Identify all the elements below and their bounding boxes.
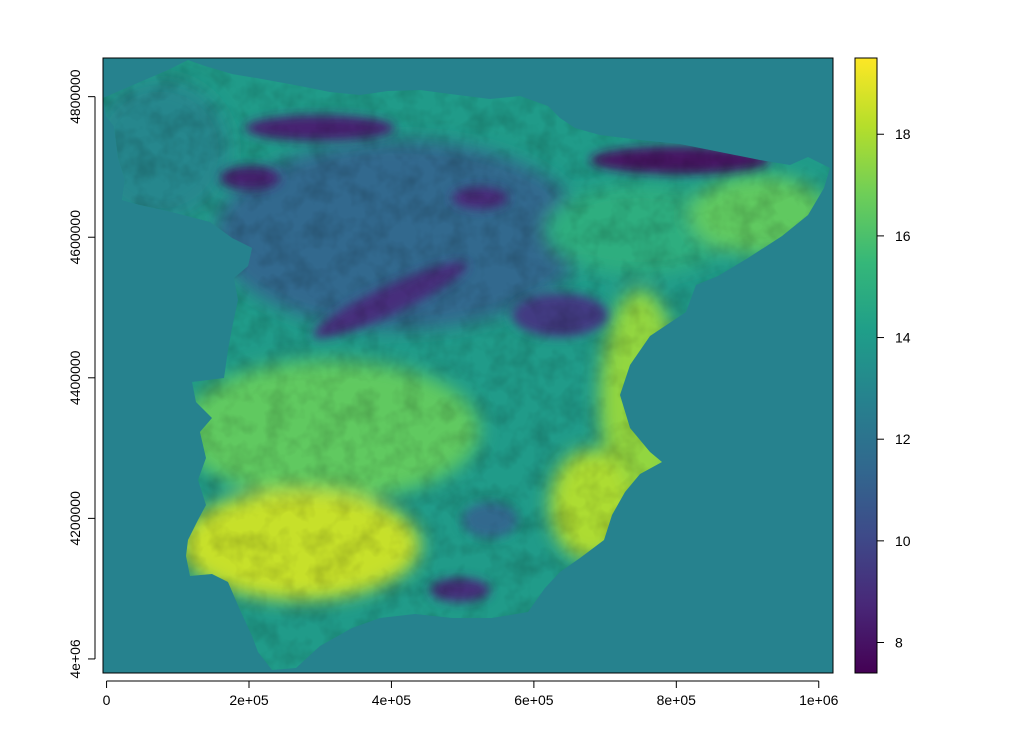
colorbar-tick-label: 14 <box>895 330 911 346</box>
colorbar-ticks: 8 10 12 14 16 18 <box>877 126 911 651</box>
y-tick-label: 4800000 <box>67 69 83 124</box>
plot-area <box>103 58 833 673</box>
y-tick-label: 4200000 <box>67 491 83 546</box>
colorbar-tick-label: 12 <box>895 431 911 447</box>
x-tick-label: 0 <box>103 692 111 708</box>
y-axis: 4e+06 4200000 4400000 4600000 4800000 <box>67 69 96 679</box>
plot-frame <box>102 57 834 674</box>
colorbar-tick-label: 8 <box>895 635 903 651</box>
x-tick-label: 1e+06 <box>799 692 839 708</box>
x-tick-label: 8e+05 <box>657 692 697 708</box>
colorbar-ramp <box>855 58 877 673</box>
y-tick-label: 4e+06 <box>67 639 83 679</box>
x-tick-label: 4e+05 <box>372 692 412 708</box>
x-axis: 0 2e+05 4e+05 6e+05 8e+05 1e+06 <box>103 680 839 708</box>
y-tick-label: 4600000 <box>67 210 83 265</box>
colorbar-tick-label: 10 <box>895 533 911 549</box>
x-tick-label: 2e+05 <box>229 692 269 708</box>
x-tick-label: 6e+05 <box>514 692 554 708</box>
y-tick-label: 4400000 <box>67 350 83 405</box>
colorbar-tick-label: 18 <box>895 126 911 142</box>
colorbar-tick-label: 16 <box>895 228 911 244</box>
colorbar: 8 10 12 14 16 18 <box>854 57 911 674</box>
colorbar-frame <box>854 57 878 674</box>
